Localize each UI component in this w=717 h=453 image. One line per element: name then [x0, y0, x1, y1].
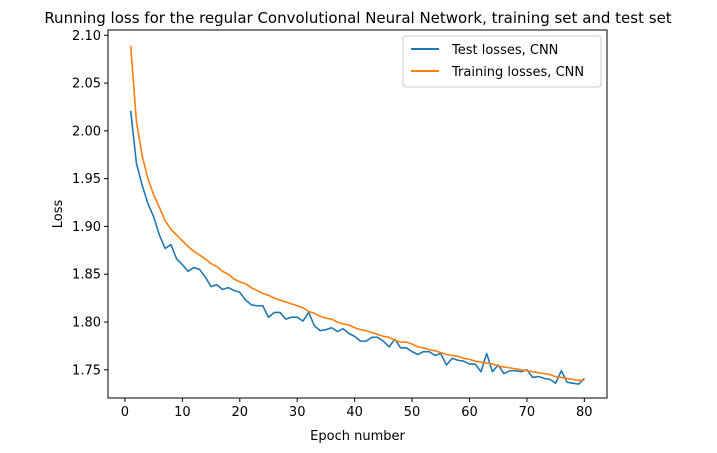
legend-box	[402, 35, 602, 88]
legend: Test losses, CNN Training losses, CNN	[402, 35, 602, 88]
series-lines	[129, 45, 585, 385]
x-tick-label: 50	[404, 405, 421, 420]
y-tick-label: 1.90	[72, 220, 101, 235]
y-tick-label: 1.80	[72, 316, 101, 331]
x-axis: 0 10 20 30 40 50 60 70 80	[121, 398, 593, 420]
x-tick-label: 0	[121, 405, 129, 420]
y-tick-label: 2.00	[72, 124, 101, 139]
y-tick-label: 1.85	[72, 268, 101, 283]
x-tick-label: 70	[519, 405, 536, 420]
y-tick-label: 1.75	[72, 363, 101, 378]
x-tick-label: 60	[461, 405, 478, 420]
x-axis-label: Epoch number	[310, 429, 405, 444]
legend-label-test: Test losses, CNN	[451, 43, 558, 58]
y-tick-label: 2.05	[72, 77, 101, 92]
x-tick-label: 80	[576, 405, 593, 420]
x-tick-label: 40	[346, 405, 363, 420]
plot-area	[107, 29, 608, 399]
y-axis: 1.75 1.80 1.85 1.90 1.95 2.00 2.05 2.10	[72, 29, 108, 378]
y-tick-label: 2.10	[72, 29, 101, 44]
y-tick-label: 1.95	[72, 172, 101, 187]
chart-title: Running loss for the regular Convolution…	[44, 9, 671, 27]
x-tick-label: 30	[289, 405, 306, 420]
x-tick-label: 20	[232, 405, 249, 420]
x-tick-label: 10	[174, 405, 191, 420]
y-axis-label: Loss	[51, 200, 66, 229]
series-line-training	[129, 45, 585, 382]
axes-frame	[107, 29, 608, 399]
legend-label-training: Training losses, CNN	[451, 65, 584, 80]
series-line-test	[129, 110, 585, 385]
